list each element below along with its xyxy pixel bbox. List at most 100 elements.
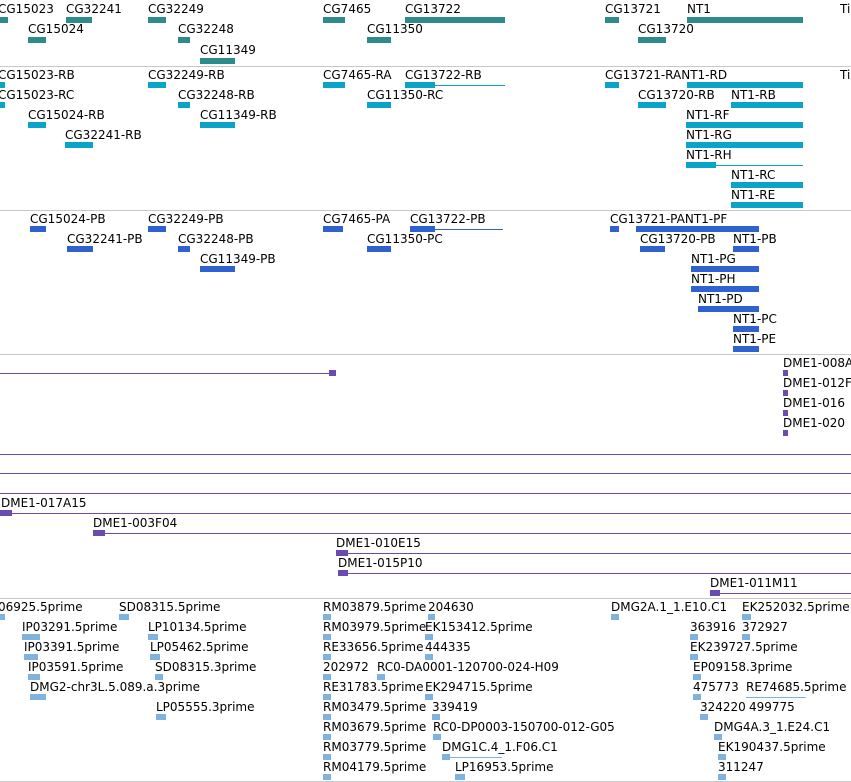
est-feature[interactable]: [377, 674, 385, 680]
protein-label[interactable]: CG32241-PB: [67, 232, 143, 246]
clone-end[interactable]: [783, 390, 788, 396]
transcript-label[interactable]: Ti: [840, 68, 851, 82]
est-feature[interactable]: [425, 694, 433, 700]
transcript-feature[interactable]: [405, 82, 435, 88]
transcript-feature[interactable]: [731, 102, 803, 108]
est-feature[interactable]: [690, 634, 698, 640]
est-feature[interactable]: [611, 614, 619, 620]
transcript-feature[interactable]: [731, 202, 803, 208]
est-feature[interactable]: [323, 694, 331, 700]
est-feature[interactable]: [28, 674, 40, 680]
est-feature[interactable]: [714, 734, 722, 740]
gene-feature[interactable]: [0, 17, 8, 23]
transcript-feature[interactable]: [731, 182, 803, 188]
gene-label[interactable]: Ti: [840, 2, 851, 16]
protein-feature[interactable]: [610, 226, 619, 232]
clone-label[interactable]: DME1-011M11: [710, 576, 798, 590]
transcript-feature[interactable]: [178, 102, 190, 108]
est-label[interactable]: EK294715.5prime: [425, 680, 533, 694]
est-label[interactable]: RC0-DA0001-120700-024-H09: [377, 660, 559, 674]
est-label[interactable]: LP05555.3prime: [156, 700, 255, 714]
gene-label[interactable]: CG32248: [178, 22, 234, 36]
transcript-label[interactable]: NT1-RF: [686, 108, 730, 122]
protein-feature[interactable]: [698, 306, 759, 312]
est-feature[interactable]: [323, 614, 331, 620]
clone-label[interactable]: DME1-020: [783, 416, 846, 430]
protein-label[interactable]: NT1-PB: [733, 232, 777, 246]
est-feature[interactable]: [693, 674, 701, 680]
est-feature[interactable]: [148, 634, 158, 640]
gene-label[interactable]: CG32249: [148, 2, 204, 16]
est-label[interactable]: IP03391.5prime: [24, 640, 120, 654]
protein-label[interactable]: NT1-PG: [691, 252, 736, 266]
clone-label[interactable]: DME1-012F: [783, 376, 851, 390]
clone-line[interactable]: [0, 473, 851, 474]
protein-label[interactable]: CG13720-PB: [640, 232, 716, 246]
protein-label[interactable]: CG32248-PB: [178, 232, 254, 246]
est-feature[interactable]: [690, 654, 698, 660]
est-label[interactable]: EK190437.5prime: [718, 740, 826, 754]
transcript-label[interactable]: NT1-RB: [731, 88, 776, 102]
est-feature[interactable]: [24, 654, 38, 660]
transcript-label[interactable]: CG13722-RB: [405, 68, 482, 82]
protein-label[interactable]: NT1-PD: [698, 292, 743, 306]
protein-label[interactable]: CG13722-PB: [410, 212, 486, 226]
clone-line[interactable]: [0, 373, 336, 374]
est-feature[interactable]: [119, 614, 129, 620]
est-feature[interactable]: [693, 694, 701, 700]
est-label[interactable]: 204630: [428, 600, 474, 614]
gene-feature[interactable]: [200, 58, 235, 64]
est-feature[interactable]: [150, 654, 160, 660]
transcript-label[interactable]: CG11349-RB: [200, 108, 277, 122]
protein-label[interactable]: CG11350-PC: [367, 232, 443, 246]
gene-label[interactable]: NT1: [687, 2, 711, 16]
est-feature[interactable]: [718, 774, 726, 780]
protein-feature[interactable]: [733, 346, 759, 352]
transcript-label[interactable]: NT1-RG: [686, 128, 732, 142]
protein-feature[interactable]: [733, 246, 759, 252]
transcript-feature[interactable]: [148, 82, 166, 88]
protein-feature[interactable]: [691, 266, 759, 272]
transcript-feature[interactable]: [686, 122, 803, 128]
gene-label[interactable]: CG13720: [638, 22, 694, 36]
est-feature[interactable]: [700, 714, 708, 720]
gene-label[interactable]: CG32241: [66, 2, 122, 16]
protein-feature[interactable]: [367, 246, 391, 252]
est-label[interactable]: 363916: [690, 620, 736, 634]
est-feature[interactable]: [323, 754, 331, 760]
clone-end[interactable]: [783, 410, 788, 416]
clone-label[interactable]: DME1-016: [783, 396, 846, 410]
clone-end[interactable]: [710, 590, 720, 596]
est-feature[interactable]: [30, 694, 46, 700]
transcript-label[interactable]: CG13721-RANT1-RD: [605, 68, 728, 82]
est-feature[interactable]: [323, 774, 331, 780]
est-label[interactable]: 499775: [749, 700, 795, 714]
est-feature[interactable]: [323, 714, 331, 720]
est-label[interactable]: IP03291.5prime: [22, 620, 118, 634]
est-label[interactable]: RM03679.5prime: [323, 720, 427, 734]
protein-label[interactable]: CG15024-PB: [30, 212, 106, 226]
transcript-label[interactable]: NT1-RE: [731, 188, 776, 202]
transcript-feature[interactable]: [0, 82, 5, 88]
est-label[interactable]: EK252032.5prime: [742, 600, 850, 614]
est-label[interactable]: LP05462.5prime: [150, 640, 249, 654]
protein-feature[interactable]: [323, 226, 343, 232]
est-label[interactable]: 339419: [432, 700, 478, 714]
transcript-label[interactable]: CG32241-RB: [65, 128, 142, 142]
est-feature[interactable]: [155, 674, 163, 680]
clone-line[interactable]: [348, 553, 851, 554]
gene-label[interactable]: CG15023: [0, 2, 54, 16]
est-feature[interactable]: [425, 654, 433, 660]
est-feature[interactable]: [323, 634, 331, 640]
gene-label[interactable]: CG7465: [323, 2, 372, 16]
transcript-feature[interactable]: [0, 102, 5, 108]
protein-label[interactable]: NT1-PH: [691, 272, 736, 286]
est-label[interactable]: 311247: [718, 760, 764, 774]
transcript-label[interactable]: CG15023-RB: [0, 68, 75, 82]
est-label[interactable]: SD08315.5prime: [119, 600, 221, 614]
protein-label[interactable]: CG11349-PB: [200, 252, 276, 266]
protein-feature[interactable]: [410, 226, 435, 232]
protein-feature[interactable]: [636, 226, 759, 232]
transcript-label[interactable]: CG7465-RA: [323, 68, 392, 82]
protein-feature[interactable]: [148, 226, 166, 232]
